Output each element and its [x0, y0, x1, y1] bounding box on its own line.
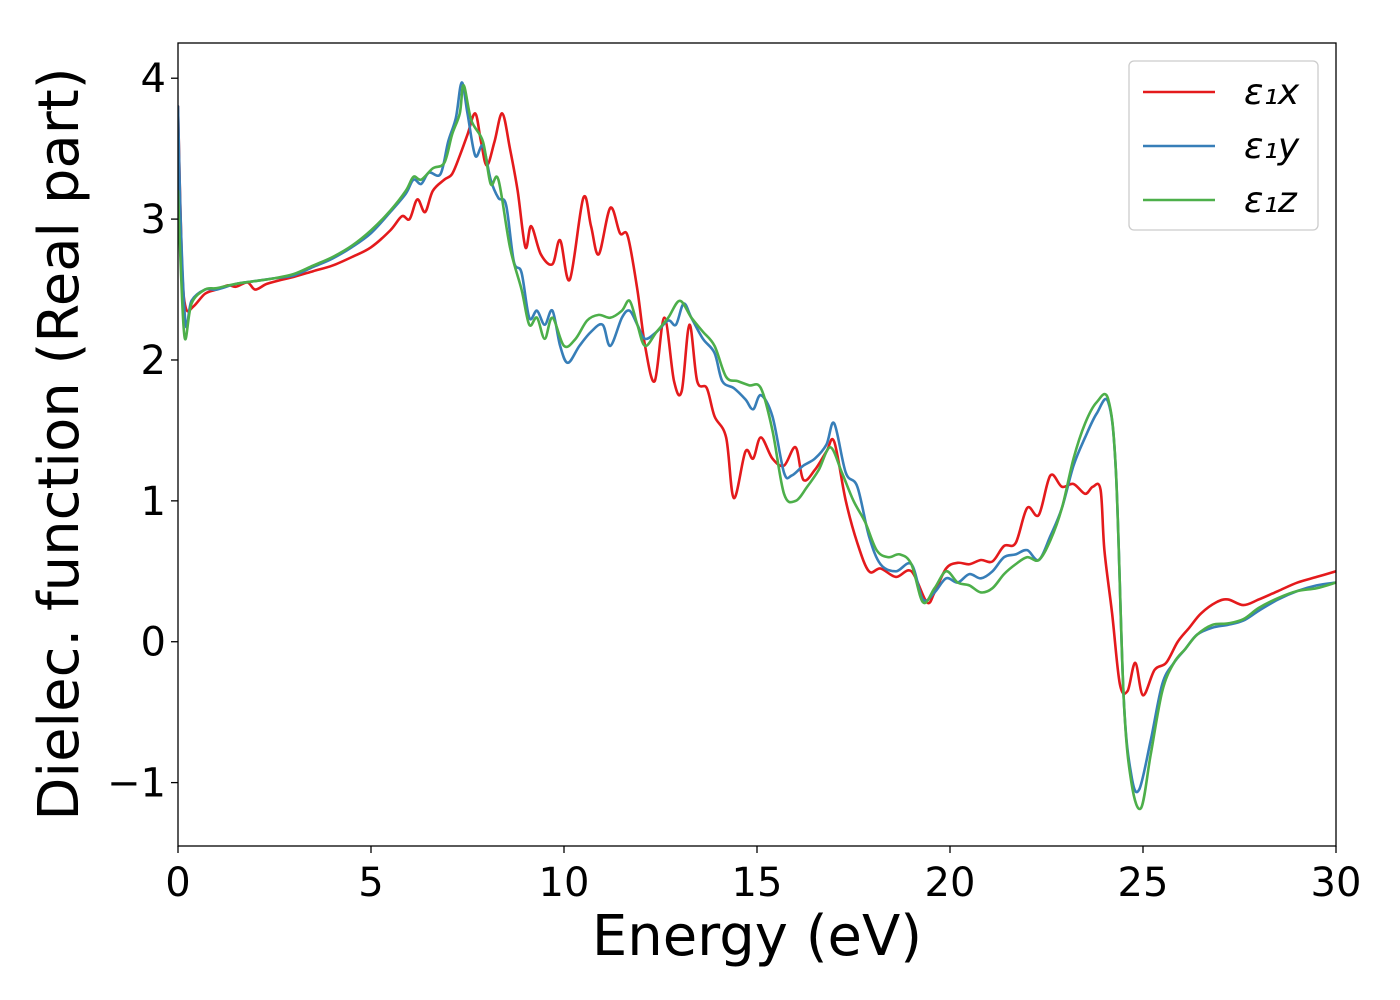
x-tick-label: 10: [539, 860, 590, 906]
y-axis-label: Dielec. function (Real part): [27, 67, 92, 820]
y-tick-label: −1: [107, 761, 166, 807]
x-tick-label: 20: [925, 860, 976, 906]
x-axis-label: Energy (eV): [592, 904, 922, 969]
series-layer: [178, 81, 1336, 811]
x-axis: 0 5 10 15 20 25 30: [165, 846, 1361, 906]
y-tick-label: 3: [141, 197, 166, 243]
series-line-3: [178, 83, 1336, 811]
y-tick-label: 0: [141, 620, 166, 666]
legend-box: [1128, 60, 1319, 231]
legend: ε₁x ε₁y ε₁z: [1128, 60, 1319, 231]
legend-label-2: ε₁y: [1244, 126, 1300, 167]
x-tick-label: 30: [1311, 860, 1362, 906]
x-tick-label: 15: [732, 860, 783, 906]
x-tick-label: 0: [165, 860, 190, 906]
legend-label-1: ε₁x: [1244, 72, 1300, 113]
x-tick-label: 25: [1118, 860, 1169, 906]
legend-label-3: ε₁z: [1244, 180, 1298, 221]
y-tick-label: 1: [141, 479, 166, 525]
y-tick-label: 2: [141, 338, 166, 384]
series-line-1: [178, 105, 1336, 697]
y-tick-label: 4: [141, 56, 166, 102]
y-axis: −1 0 1 2 3 4: [107, 56, 178, 807]
x-tick-label: 5: [358, 860, 383, 906]
